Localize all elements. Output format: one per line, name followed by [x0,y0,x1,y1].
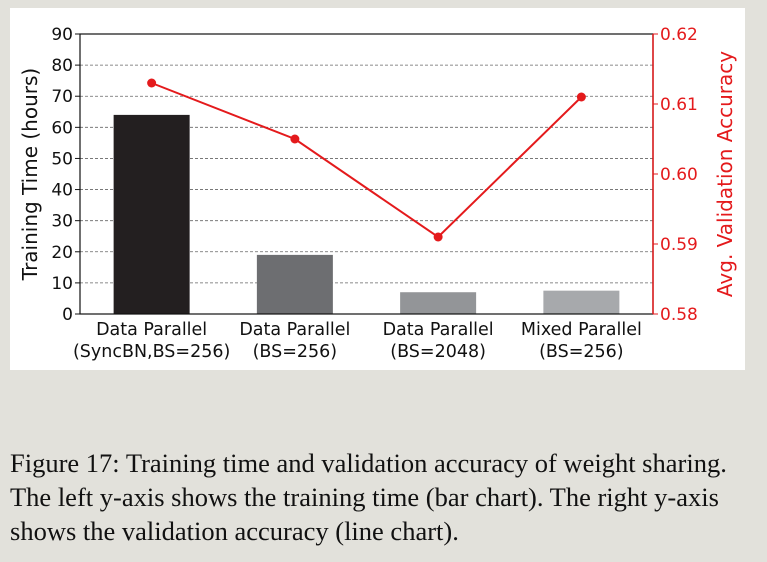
y-tick-label: 20 [51,243,73,263]
bar [256,254,333,314]
y2-tick-label: 0.62 [660,25,698,45]
y-axis-title: Training Time (hours) [18,68,42,281]
y-tick-label: 60 [51,118,73,138]
x-tick-label: Mixed Parallel [521,320,642,340]
y-tick-label: 80 [51,56,73,76]
y-tick-label: 70 [51,87,73,107]
y-tick-label: 50 [51,149,73,169]
accuracy-point [290,134,300,144]
y-tick-label: 90 [51,25,73,45]
y2-tick-label: 0.61 [660,95,698,115]
x-tick-label: (SyncBN,BS=256) [73,342,230,362]
x-tick-label: Data Parallel [96,320,207,340]
y-tick-label: 30 [51,212,73,232]
x-tick-label: (BS=256) [539,342,624,362]
y2-tick-label: 0.60 [660,165,698,185]
y-tick-label: 40 [51,181,73,201]
x-tick-label: Data Parallel [383,320,494,340]
bar [400,292,477,314]
figure-caption: Figure 17: Training time and validation … [10,448,727,546]
accuracy-point [147,78,157,88]
chart-panel: 0 10 20 30 40 50 60 70 80 90 0.58 0.59 0.60 0.61 0.62 D… [10,8,745,370]
y2-axis-title: Avg. Validation Accuracy [713,51,737,297]
y2-tick-label: 0.59 [660,235,698,255]
combo-chart: 0 10 20 30 40 50 60 70 80 90 0.58 0.59 0.60 0.61 0.62 D… [18,25,737,362]
y-tick-label: 10 [51,274,73,294]
accuracy-point [433,232,443,242]
bar [543,290,620,314]
x-tick-label: Data Parallel [239,320,350,340]
y-tick-label: 0 [62,305,73,325]
x-tick-label: (BS=2048) [390,342,486,362]
accuracy-point [576,92,586,102]
bar [113,114,190,314]
x-tick-label: (BS=256) [253,342,338,362]
y2-tick-label: 0.58 [660,305,698,325]
accuracy-line [151,82,583,239]
